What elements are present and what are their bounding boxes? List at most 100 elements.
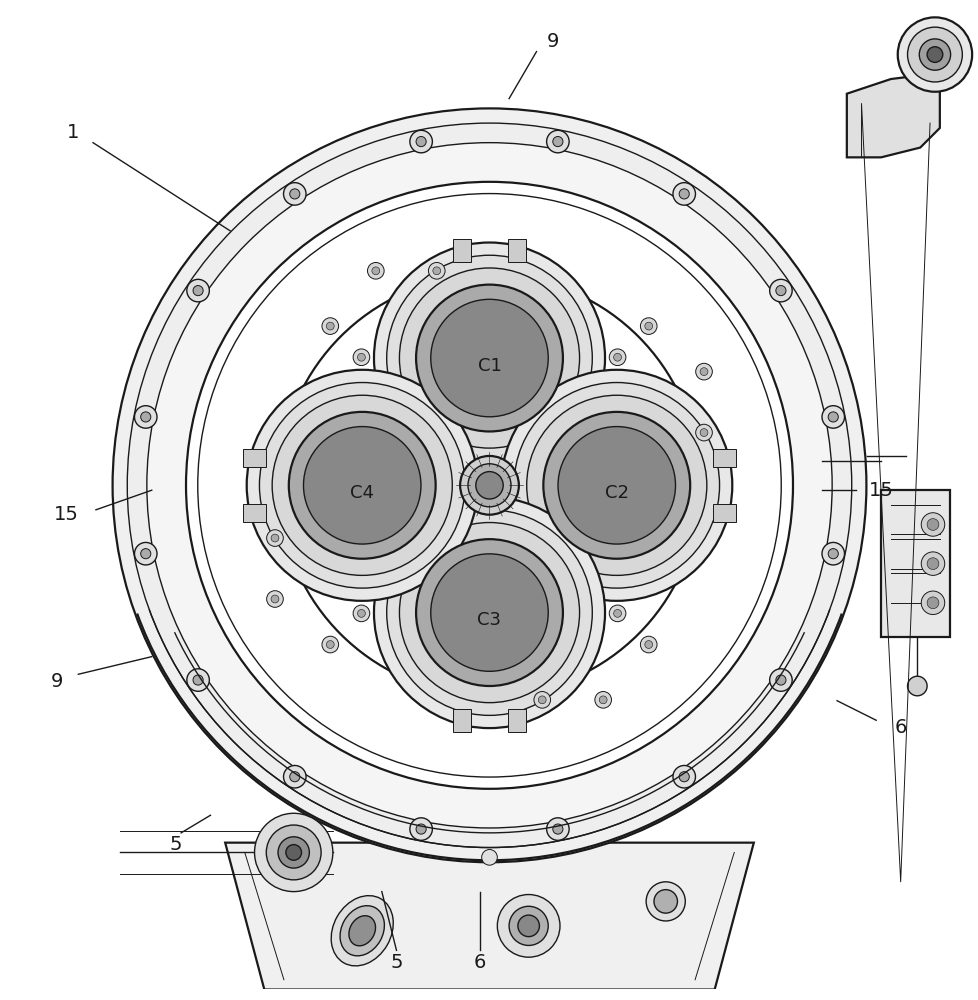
Bar: [453, 239, 470, 262]
Circle shape: [416, 137, 425, 147]
Circle shape: [827, 412, 837, 422]
Circle shape: [286, 845, 301, 860]
Text: C2: C2: [604, 484, 628, 502]
Ellipse shape: [339, 906, 384, 956]
Circle shape: [553, 137, 562, 147]
Bar: [453, 709, 470, 732]
Circle shape: [695, 363, 712, 380]
Circle shape: [112, 108, 866, 862]
Circle shape: [897, 17, 971, 92]
Circle shape: [699, 368, 707, 376]
Circle shape: [672, 183, 694, 205]
Circle shape: [497, 895, 559, 957]
Circle shape: [475, 472, 503, 499]
Circle shape: [653, 890, 677, 913]
Circle shape: [613, 609, 621, 617]
Circle shape: [322, 636, 338, 653]
Circle shape: [699, 429, 707, 436]
Circle shape: [147, 143, 831, 828]
Circle shape: [432, 267, 440, 275]
Circle shape: [918, 39, 950, 70]
Text: C4: C4: [350, 484, 374, 502]
Circle shape: [557, 427, 675, 544]
Circle shape: [640, 318, 656, 334]
Circle shape: [526, 395, 706, 575]
Circle shape: [695, 424, 712, 441]
Text: 6: 6: [473, 953, 485, 972]
Circle shape: [134, 542, 156, 565]
Circle shape: [769, 669, 791, 691]
Circle shape: [467, 464, 511, 507]
Circle shape: [481, 850, 497, 865]
Circle shape: [546, 818, 568, 840]
Circle shape: [399, 268, 579, 448]
Circle shape: [266, 825, 321, 880]
Circle shape: [289, 412, 435, 559]
Circle shape: [926, 597, 938, 609]
Circle shape: [416, 539, 562, 686]
Circle shape: [679, 772, 689, 782]
Text: 9: 9: [547, 32, 558, 51]
Circle shape: [672, 765, 694, 788]
Circle shape: [246, 370, 477, 601]
Circle shape: [386, 255, 592, 461]
Circle shape: [608, 349, 625, 366]
Circle shape: [134, 406, 156, 428]
Circle shape: [640, 636, 656, 653]
Circle shape: [538, 696, 546, 704]
Circle shape: [430, 554, 548, 671]
Circle shape: [608, 605, 625, 622]
Circle shape: [533, 692, 550, 708]
Circle shape: [141, 549, 151, 559]
Circle shape: [399, 523, 579, 703]
Circle shape: [186, 182, 792, 789]
Circle shape: [367, 262, 383, 279]
Circle shape: [645, 882, 685, 921]
Circle shape: [187, 669, 209, 691]
Circle shape: [127, 123, 851, 848]
Text: 6: 6: [894, 718, 906, 737]
Circle shape: [926, 47, 942, 62]
Polygon shape: [880, 490, 949, 637]
Polygon shape: [225, 843, 753, 989]
Circle shape: [259, 383, 465, 588]
Circle shape: [103, 99, 875, 872]
Circle shape: [645, 641, 652, 648]
Circle shape: [428, 262, 445, 279]
Circle shape: [254, 813, 333, 892]
Circle shape: [769, 279, 791, 302]
Circle shape: [926, 519, 938, 530]
Circle shape: [460, 456, 518, 515]
Circle shape: [303, 427, 421, 544]
Circle shape: [266, 530, 283, 546]
Circle shape: [645, 322, 652, 330]
Text: 15: 15: [867, 481, 893, 500]
Bar: [712, 449, 735, 467]
Bar: [243, 449, 266, 467]
Circle shape: [546, 130, 568, 153]
Polygon shape: [846, 74, 939, 157]
Circle shape: [372, 267, 379, 275]
Circle shape: [187, 279, 209, 302]
Circle shape: [193, 286, 203, 296]
Circle shape: [775, 286, 785, 296]
Text: 5: 5: [170, 835, 182, 854]
Circle shape: [509, 906, 548, 945]
Circle shape: [517, 915, 539, 937]
Circle shape: [920, 552, 944, 575]
Circle shape: [198, 194, 780, 777]
Circle shape: [416, 824, 425, 834]
Circle shape: [271, 595, 279, 603]
Circle shape: [193, 675, 203, 685]
Circle shape: [920, 591, 944, 615]
Circle shape: [501, 370, 732, 601]
Circle shape: [920, 513, 944, 536]
Circle shape: [410, 818, 432, 840]
Circle shape: [907, 27, 961, 82]
Text: 1: 1: [67, 123, 79, 142]
Circle shape: [141, 412, 151, 422]
Circle shape: [513, 383, 719, 588]
Circle shape: [271, 534, 279, 542]
Circle shape: [416, 285, 562, 431]
Circle shape: [822, 542, 844, 565]
